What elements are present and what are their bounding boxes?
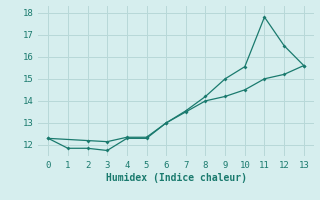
X-axis label: Humidex (Indice chaleur): Humidex (Indice chaleur) [106,173,246,183]
